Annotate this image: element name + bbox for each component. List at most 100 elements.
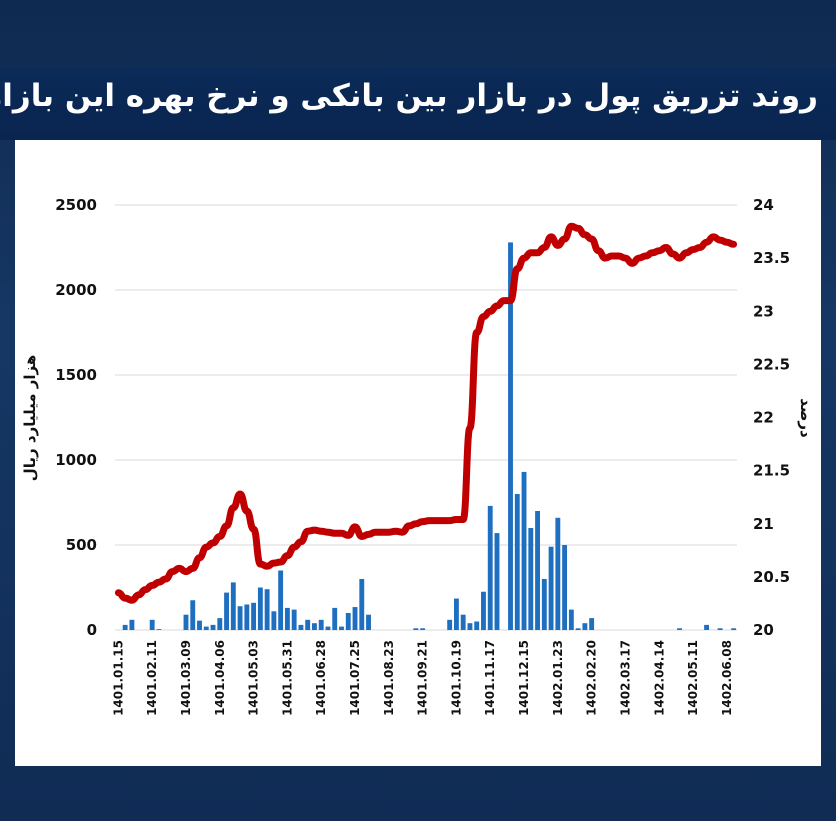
x-tick-label: 1401.06.28	[314, 640, 328, 716]
bar	[312, 623, 317, 630]
x-tick-label: 1401.12.15	[517, 640, 531, 716]
right-tick-label: 23.5	[753, 249, 790, 267]
x-tick-label: 1402.01.23	[551, 640, 565, 716]
bar	[122, 624, 128, 630]
bar	[467, 623, 473, 630]
title-banner: روند تزریق پول در بازار بین بانکی و نرخ …	[0, 68, 836, 140]
line-series	[114, 222, 738, 604]
left-axis-ticks: 0 500 1000 1500 2000 2500	[55, 196, 97, 639]
left-tick-label: 500	[66, 536, 97, 554]
left-axis-title: هزار میلیارد ریال	[21, 355, 39, 482]
x-tick-label: 1401.05.03	[247, 640, 261, 716]
bar	[271, 611, 277, 630]
chart-panel: 0 500 1000 1500 2000 2500 20 20.5 21 21.5 22 22.5 2…	[15, 140, 821, 766]
x-tick-label: 1401.03.09	[179, 640, 193, 716]
right-axis-ticks: 20 20.5 21 21.5 22 22.5 23 23.5 24	[753, 196, 790, 639]
bar	[325, 626, 331, 630]
bar	[217, 618, 223, 630]
bar	[345, 613, 351, 630]
left-tick-label: 2000	[55, 281, 97, 299]
bar	[257, 587, 263, 630]
x-tick-label: 1401.10.19	[449, 640, 463, 716]
bar	[230, 582, 236, 630]
page-title: روند تزریق پول در بازار بین بانکی و نرخ …	[0, 78, 818, 114]
bar	[548, 546, 554, 630]
bar	[318, 619, 324, 630]
x-tick-label: 1401.11.17	[483, 640, 497, 716]
bar	[203, 626, 209, 630]
bar	[541, 579, 547, 630]
bar	[508, 242, 513, 630]
bar	[575, 628, 581, 630]
bar	[183, 614, 189, 630]
bar	[582, 623, 588, 630]
right-tick-label: 21.5	[753, 462, 790, 480]
bar	[528, 528, 534, 630]
bar	[562, 545, 568, 630]
left-tick-label: 2500	[55, 196, 97, 214]
bar	[420, 628, 426, 630]
bar	[298, 624, 304, 630]
bar	[149, 619, 155, 630]
bar	[359, 579, 365, 630]
bar	[460, 614, 466, 630]
bar	[210, 624, 216, 630]
x-tick-label: 1402.03.17	[618, 640, 632, 716]
bar	[704, 624, 710, 630]
bar	[453, 598, 459, 630]
right-tick-label: 22	[753, 409, 774, 427]
bar	[339, 626, 344, 630]
x-axis-ticks: 1401.01.15 1401.02.11 1401.03.09 1401.04.06…	[111, 640, 734, 716]
bar	[278, 570, 284, 630]
bar	[237, 606, 243, 630]
bar	[555, 517, 561, 630]
right-tick-label: 24	[753, 196, 774, 214]
bar	[535, 511, 540, 630]
x-tick-label: 1401.07.25	[348, 640, 362, 716]
x-tick-label: 1401.04.06	[213, 640, 227, 716]
bar	[731, 628, 737, 630]
x-tick-label: 1401.01.15	[111, 640, 125, 716]
x-tick-label: 1402.02.20	[585, 640, 599, 716]
bar-series	[122, 242, 737, 630]
bar	[494, 533, 500, 630]
bar	[589, 618, 595, 630]
x-tick-label: 1401.05.31	[280, 640, 294, 716]
bar	[291, 609, 297, 630]
right-tick-label: 20.5	[753, 568, 790, 586]
bar	[264, 589, 270, 630]
bar	[717, 628, 723, 630]
bar	[474, 621, 480, 630]
bar	[332, 607, 338, 630]
bar	[190, 600, 196, 630]
left-tick-label: 0	[87, 621, 97, 639]
bar	[305, 619, 311, 630]
right-tick-label: 22.5	[753, 355, 790, 373]
left-tick-label: 1500	[55, 366, 97, 384]
bar	[197, 620, 202, 630]
bar	[521, 471, 527, 630]
right-axis-title: درصد	[797, 398, 815, 438]
bar	[284, 607, 290, 630]
x-tick-label: 1401.02.11	[145, 640, 159, 716]
right-tick-label: 23	[753, 302, 774, 320]
bar	[224, 592, 229, 630]
bar	[514, 494, 520, 630]
x-tick-label: 1402.05.11	[686, 640, 700, 716]
right-tick-label: 20	[753, 621, 774, 639]
bar	[244, 604, 250, 630]
x-tick-label: 1402.06.08	[720, 640, 734, 716]
left-tick-label: 1000	[55, 451, 97, 469]
bar	[366, 614, 371, 630]
bar	[251, 602, 257, 630]
bar	[487, 505, 493, 630]
bar	[156, 629, 162, 630]
grid-lines	[115, 204, 737, 631]
bar	[568, 609, 574, 630]
x-tick-label: 1401.09.21	[416, 640, 430, 716]
interest-rate-line	[114, 222, 738, 604]
bar	[447, 619, 453, 630]
bar	[413, 628, 419, 630]
right-tick-label: 21	[753, 515, 774, 533]
